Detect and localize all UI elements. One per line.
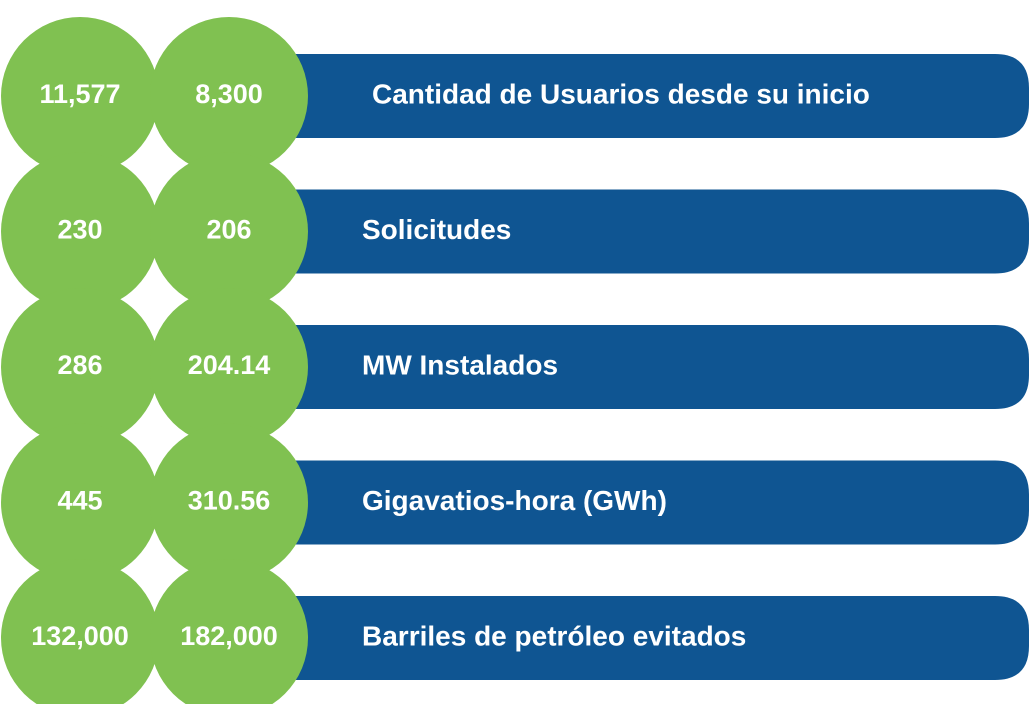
label-bar bbox=[200, 325, 1029, 409]
second-value: 206 bbox=[206, 215, 251, 245]
row-label: Gigavatios-hora (GWh) bbox=[362, 485, 667, 516]
second-value: 204.14 bbox=[188, 350, 271, 380]
row-label: MW Instalados bbox=[362, 349, 558, 380]
row-label: Barriles de petróleo evitados bbox=[362, 620, 746, 651]
row-label: Cantidad de Usuarios desde su inicio bbox=[372, 78, 870, 109]
first-value: 132,000 bbox=[31, 621, 129, 651]
value-circle bbox=[1, 17, 159, 175]
label-bar bbox=[200, 189, 1029, 274]
second-value: 8,300 bbox=[195, 79, 263, 109]
value-circle bbox=[1, 559, 159, 704]
value-circle bbox=[150, 559, 308, 704]
label-bar bbox=[200, 460, 1029, 545]
first-value: 445 bbox=[57, 486, 102, 516]
value-circle bbox=[1, 288, 159, 446]
value-circle bbox=[150, 288, 308, 446]
value-circle bbox=[1, 152, 159, 311]
value-circle bbox=[150, 152, 308, 311]
value-circle bbox=[1, 423, 159, 582]
row-label: Solicitudes bbox=[362, 214, 511, 245]
label-bar bbox=[200, 596, 1029, 680]
value-circle bbox=[150, 17, 308, 175]
second-value: 182,000 bbox=[180, 621, 278, 651]
first-value: 286 bbox=[57, 350, 102, 380]
first-value: 11,577 bbox=[39, 79, 120, 109]
label-bar bbox=[200, 54, 1029, 138]
first-value: 230 bbox=[57, 215, 102, 245]
value-circle bbox=[150, 423, 308, 582]
second-value: 310.56 bbox=[188, 486, 271, 516]
